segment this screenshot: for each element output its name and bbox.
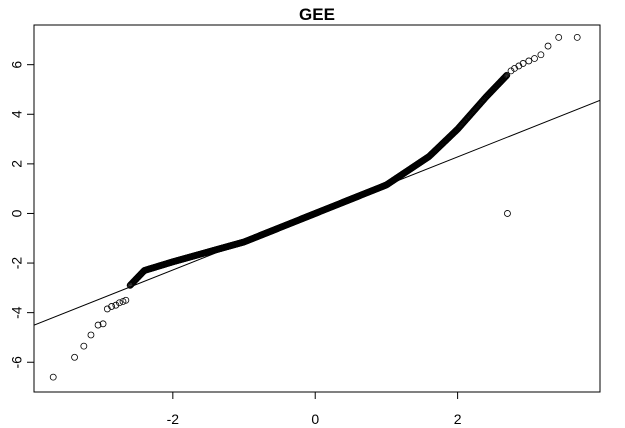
data-point [502, 73, 509, 80]
x-axis: -2 0 2 [167, 391, 462, 427]
y-tick-label: -2 [9, 257, 25, 270]
points-layer [49, 33, 581, 381]
data-point [573, 33, 581, 41]
y-tick-label: 2 [9, 160, 25, 168]
data-point [116, 299, 123, 307]
data-point [71, 353, 78, 361]
data-point [501, 73, 509, 81]
data-point [537, 51, 545, 59]
data-point [504, 210, 511, 217]
data-point [112, 301, 120, 309]
data-point [507, 67, 515, 75]
data-point [80, 342, 88, 350]
chart-title: GEE [299, 5, 335, 24]
x-tick-label: -2 [167, 411, 180, 427]
y-tick-label: -6 [9, 356, 25, 369]
data-point [99, 320, 107, 328]
x-tick-label: 0 [311, 411, 319, 427]
data-point [108, 303, 116, 310]
data-point [502, 72, 510, 80]
y-tick-label: -4 [9, 306, 25, 319]
y-tick-label: 6 [9, 61, 25, 69]
y-tick-label: 4 [9, 110, 25, 118]
y-axis: -6 -4 -2 0 2 4 6 [9, 61, 35, 369]
data-point [503, 71, 511, 79]
x-tick-label: 2 [454, 411, 462, 427]
data-point [94, 321, 102, 329]
data-point [544, 42, 552, 50]
data-point [49, 373, 57, 381]
data-point [122, 296, 130, 304]
data-point [525, 57, 533, 65]
data-point [519, 60, 527, 67]
plot-frame [33, 24, 601, 393]
data-point [555, 33, 563, 41]
data-point [87, 331, 95, 339]
data-point [531, 55, 538, 62]
y-tick-label: 0 [9, 209, 25, 217]
